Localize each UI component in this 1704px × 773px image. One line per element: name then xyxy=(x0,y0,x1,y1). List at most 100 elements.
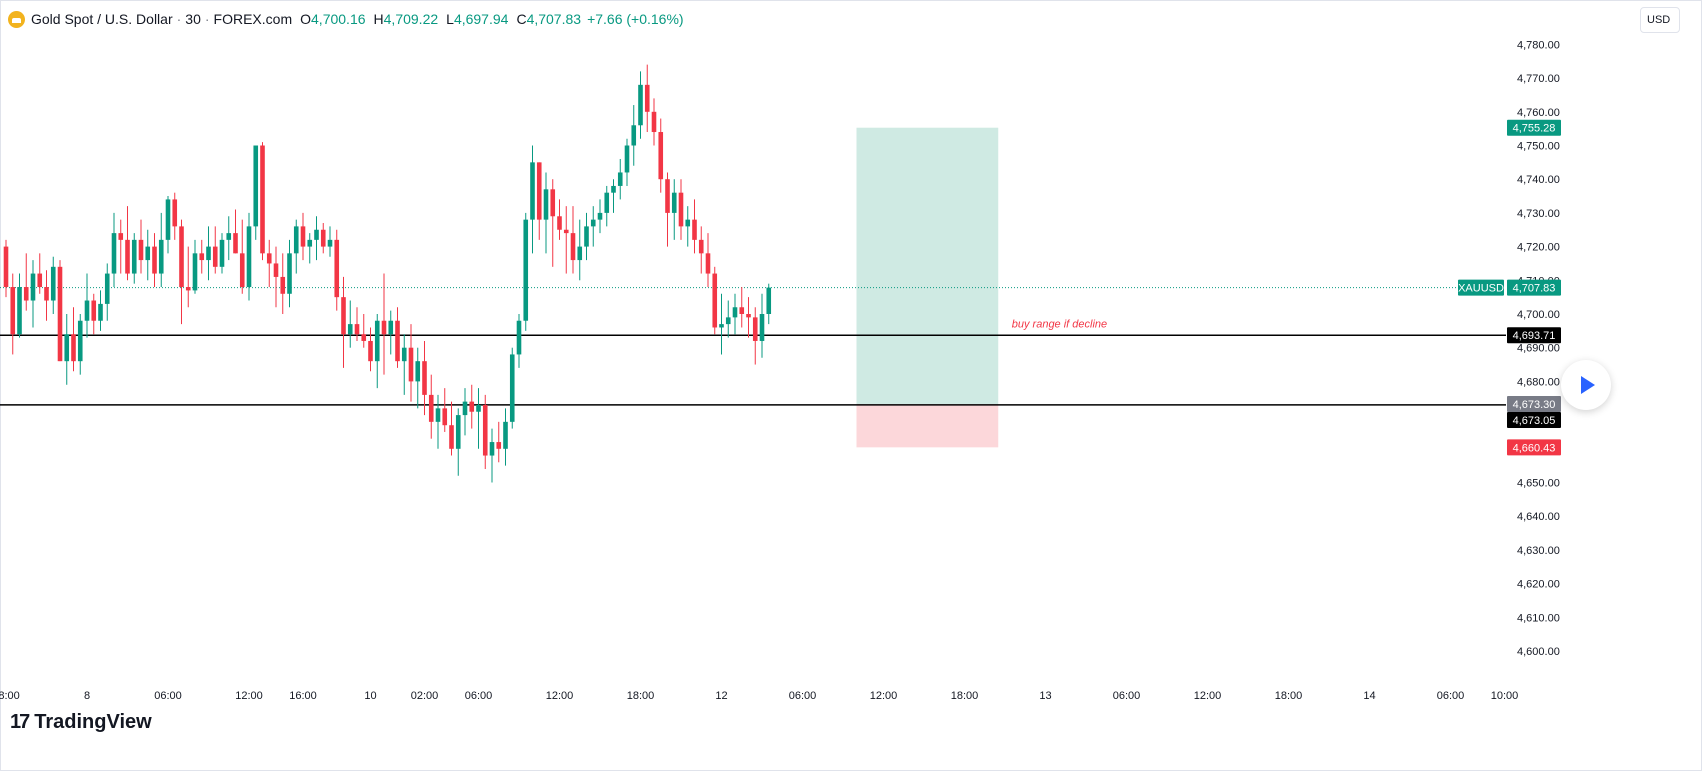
candle-body xyxy=(327,239,333,247)
candle-body xyxy=(536,162,542,220)
target-price-tag-bg xyxy=(1507,119,1561,136)
candle-body xyxy=(725,317,731,325)
y-tick-label: 4,700.00 xyxy=(1517,309,1560,321)
x-tick-label: 06:00 xyxy=(1113,690,1141,702)
candle-body xyxy=(44,287,49,301)
x-tick-label: 12:00 xyxy=(546,690,574,702)
currency-button[interactable]: USD xyxy=(1640,7,1680,33)
candle-body xyxy=(644,84,650,112)
source-label[interactable]: FOREX.com xyxy=(213,11,293,27)
x-tick-label: 12:00 xyxy=(870,690,898,702)
candle-body xyxy=(158,239,164,274)
candle-body xyxy=(523,219,529,321)
x-tick-label: 18:00 xyxy=(627,690,655,702)
candle-body xyxy=(212,246,218,267)
low-label: L xyxy=(446,11,454,27)
candle-body xyxy=(57,266,63,362)
low-value: 4,697.94 xyxy=(453,11,509,27)
symbol-title[interactable]: Gold Spot / U.S. Dollar xyxy=(31,11,173,27)
candle-body xyxy=(118,233,124,240)
candle-body xyxy=(516,320,522,355)
candle-body xyxy=(185,287,191,291)
y-tick-label: 4,720.00 xyxy=(1517,242,1560,254)
x-tick-label: 18:00 xyxy=(1275,690,1303,702)
profit-zone xyxy=(856,127,999,404)
candle-body xyxy=(732,307,738,318)
y-tick-label: 4,600.00 xyxy=(1517,646,1560,658)
x-tick-label: 02:00 xyxy=(411,690,439,702)
x-tick-label: 8 xyxy=(84,690,90,702)
candle-body xyxy=(260,145,265,254)
candle-body xyxy=(320,229,326,247)
candle-body xyxy=(17,287,22,335)
open-label: O xyxy=(300,11,312,27)
candle-body xyxy=(570,233,576,261)
interval-label[interactable]: 30 xyxy=(185,11,201,27)
candle-body xyxy=(530,162,535,220)
candle-body xyxy=(489,442,495,456)
candle-body xyxy=(665,179,670,213)
candle-body xyxy=(503,421,508,449)
candle-body xyxy=(239,253,245,288)
tradingview-logo[interactable]: 17 TradingView xyxy=(10,711,152,734)
candle-body xyxy=(253,145,259,227)
candle-body xyxy=(381,320,387,335)
candle-body xyxy=(617,172,623,186)
candle-body xyxy=(23,287,29,301)
candle-body xyxy=(428,394,434,422)
y-tick-label: 4,780.00 xyxy=(1517,39,1560,51)
candle-body xyxy=(111,233,117,274)
x-tick-label: 06:00 xyxy=(1437,690,1465,702)
candle-body xyxy=(287,253,292,294)
candle-body xyxy=(449,425,454,449)
candle-body xyxy=(435,408,441,422)
symbol-tag-bg xyxy=(1458,279,1504,296)
candle-body xyxy=(509,354,515,422)
candle-body xyxy=(300,226,306,247)
high-label: H xyxy=(373,11,384,27)
x-tick-label: 06:00 xyxy=(465,690,493,702)
x-tick-label: 12:00 xyxy=(235,690,263,702)
candle-body xyxy=(590,219,596,227)
candle-body xyxy=(766,287,772,314)
candle-body xyxy=(347,324,353,335)
play-button[interactable] xyxy=(1561,360,1611,410)
tradingview-mark-icon: 17 xyxy=(10,711,30,733)
y-tick-label: 4,630.00 xyxy=(1517,545,1560,557)
x-tick-label: 10:00 xyxy=(1491,690,1519,702)
separator-dot: · xyxy=(204,11,210,27)
candle-body xyxy=(266,253,272,264)
y-tick-label: 4,760.00 xyxy=(1517,107,1560,119)
candle-body xyxy=(71,334,76,362)
candle-body xyxy=(442,408,448,426)
y-tick-label: 4,610.00 xyxy=(1517,612,1560,624)
candle-body xyxy=(752,317,758,341)
candle-body xyxy=(361,334,367,341)
candle-body xyxy=(557,216,562,230)
candle-body xyxy=(658,132,664,180)
candle-body xyxy=(455,415,461,449)
close-label: C xyxy=(516,11,527,27)
candle-body xyxy=(462,401,468,416)
candle-body xyxy=(50,266,56,301)
candle-body xyxy=(563,229,569,234)
candle-body xyxy=(138,239,144,261)
candle-body xyxy=(125,239,130,274)
candle-body xyxy=(307,239,313,247)
entry-price-tag-bg xyxy=(1507,395,1561,412)
candle-body xyxy=(314,229,319,240)
y-tick-label: 4,680.00 xyxy=(1517,376,1560,388)
candle-body xyxy=(719,324,724,328)
candle-body xyxy=(206,246,211,261)
candle-body xyxy=(192,253,198,291)
candle-body xyxy=(746,314,751,318)
gold-coin-icon xyxy=(8,10,25,28)
candle-body xyxy=(152,246,157,274)
x-tick-label: 12:00 xyxy=(1194,690,1222,702)
candle-body xyxy=(233,233,238,254)
candle-body xyxy=(692,219,697,240)
current-price-tag-bg xyxy=(1507,279,1561,296)
x-tick-label: 06:00 xyxy=(789,690,817,702)
